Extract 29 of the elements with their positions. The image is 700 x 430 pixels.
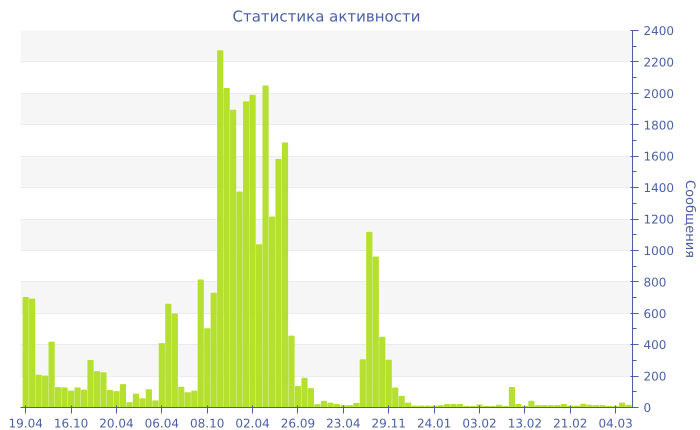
y-tick-label: 200: [644, 370, 666, 384]
x-tick-label: 02.04: [235, 416, 270, 430]
x-tick-label: 21.02: [553, 416, 588, 430]
x-tick-label: 24.01: [416, 416, 452, 430]
x-tick-label: 29.11: [372, 416, 406, 430]
y-tick-label: 2400: [644, 24, 674, 38]
y-tick-label: 1600: [644, 150, 674, 164]
chart-title: Статистика активности: [232, 8, 420, 26]
y-tick-label: 1400: [644, 181, 674, 196]
y-tick-label: 1800: [644, 118, 674, 132]
x-tick-label: 06.04: [144, 416, 180, 430]
x-tick-label: 04.03: [598, 416, 633, 430]
y-tick-label: 1200: [644, 212, 674, 226]
y-tick-label: 600: [644, 306, 666, 321]
x-tick-label: 13.02: [508, 416, 542, 430]
x-tick-label: 03.02: [462, 416, 497, 430]
x-tick-label: 16.10: [54, 416, 88, 430]
y-tick-label: 1000: [644, 244, 674, 258]
y-tick-label: 800: [644, 275, 666, 290]
x-tick-label: 23.04: [326, 416, 361, 430]
x-tick-label: 08.10: [190, 416, 224, 430]
y-axis-title: Сообщения: [682, 180, 698, 258]
x-tick-label: 20.04: [99, 416, 134, 430]
y-tick-label: 400: [644, 338, 666, 352]
x-tick-label: 26.09: [280, 416, 316, 430]
x-tick-label: 19.04: [8, 416, 43, 430]
y-tick-label: 2000: [644, 86, 674, 101]
y-tick-label: 2200: [644, 55, 674, 70]
y-tick-label: 0: [644, 401, 652, 415]
